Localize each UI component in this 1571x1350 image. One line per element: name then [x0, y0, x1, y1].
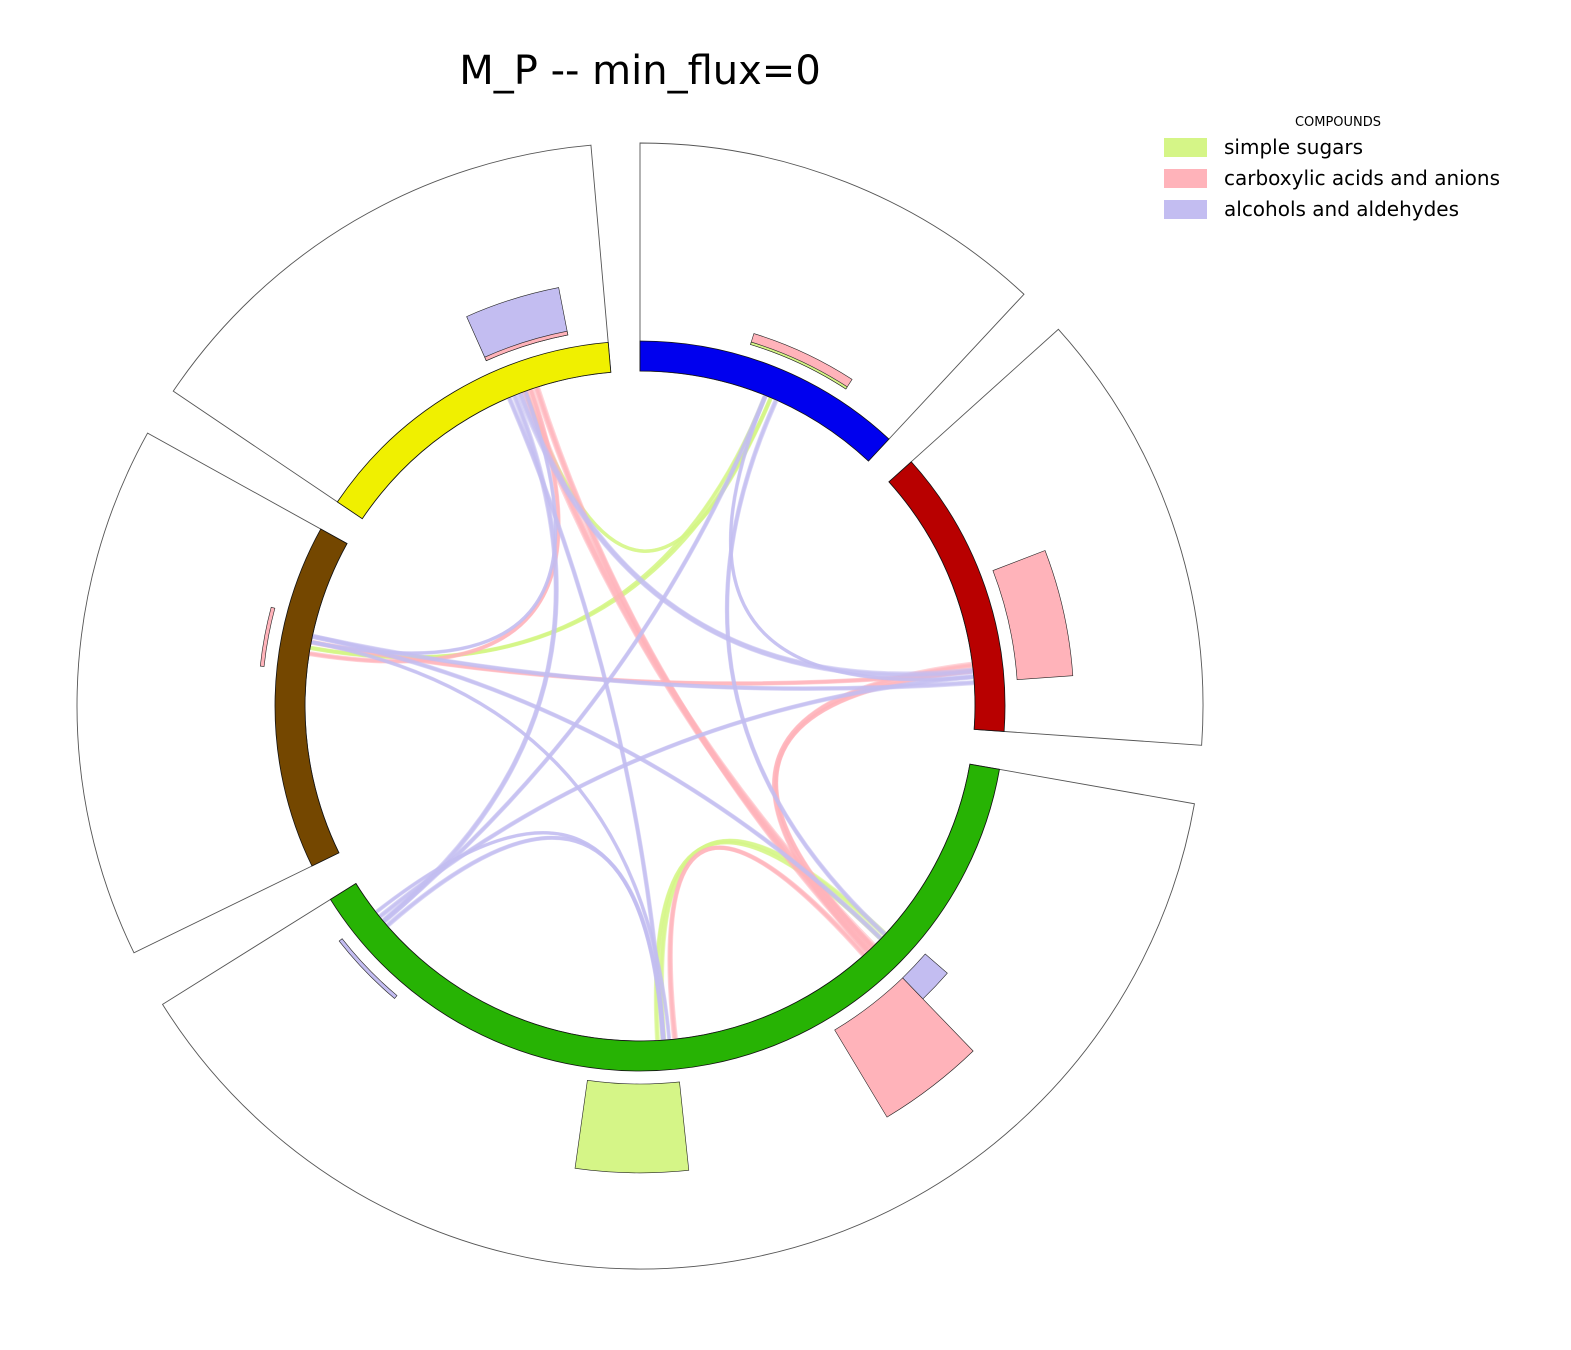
chords	[309, 386, 975, 1041]
legend-label-simple-sugars: simple sugars	[1224, 135, 1363, 159]
chord-alcohols-and-aldehydes-22-1	[375, 831, 665, 1040]
frame-sector-brown	[76, 432, 348, 954]
node-arc-blue	[639, 340, 890, 462]
legend-label-carboxylic-acids-and-anions: carboxylic acids and anions	[1224, 166, 1500, 190]
node-arc-brown	[274, 528, 348, 867]
legend: COMPOUNDS simple sugars carboxylic acids …	[1164, 115, 1500, 221]
compound-bar-green-carboxylic-acids-and-anions-4	[834, 977, 974, 1118]
chord-alcohols-and-aldehydes-21-1	[386, 836, 666, 1041]
legend-label-alcohols-and-aldehydes: alcohols and aldehydes	[1224, 197, 1459, 221]
chord-carboxylic-acids-and-anions-6-0	[533, 387, 869, 953]
chord-alcohols-and-aldehydes-22-0	[375, 831, 666, 1040]
legend-entries: simple sugars carboxylic acids and anions…	[1164, 135, 1500, 221]
chord-simple-sugars-4-0	[655, 840, 881, 1041]
chord-simple-sugars-4-1	[654, 840, 882, 1041]
compound-bar-green-alcohols-and-aldehydes-6	[338, 938, 398, 999]
outer-bars	[259, 287, 1074, 1174]
compound-bar-brown-carboxylic-acids-and-anions-7	[259, 606, 276, 667]
chord-simple-sugars-4-2	[653, 840, 882, 1041]
chord-carboxylic-acids-and-anions-6-2	[535, 386, 871, 952]
chart-title: M_P -- min_flux=0	[459, 48, 821, 94]
legend-swatch-carboxylic-acids-and-anions	[1164, 169, 1207, 188]
chord-alcohols-and-aldehydes-22-2	[376, 831, 665, 1040]
compound-bar-yellow-carboxylic-acids-and-anions-9	[484, 330, 569, 362]
legend-title: COMPOUNDS	[1295, 115, 1381, 130]
legend-swatch-alcohols-and-aldehydes	[1164, 200, 1207, 219]
compound-bar-green-simple-sugars-5	[574, 1079, 690, 1174]
chord-alcohols-and-aldehydes-24-2	[311, 391, 557, 655]
chord-alcohols-and-aldehydes-21-2	[387, 836, 665, 1041]
chord-alcohols-and-aldehydes-23-2	[729, 395, 974, 681]
chord-alcohols-and-aldehydes-20-2	[311, 640, 672, 1040]
node-arc-red	[888, 461, 1006, 732]
compound-bar-red-carboxylic-acids-and-anions-2	[992, 550, 1074, 680]
chord-alcohols-and-aldehydes-19-2	[312, 634, 882, 939]
chord-alcohols-and-aldehydes-21-0	[386, 835, 666, 1040]
chord-alcohols-and-aldehydes-12-2	[519, 392, 974, 677]
chord-alcohols-and-aldehydes-16-1	[725, 399, 886, 935]
legend-swatch-simple-sugars	[1164, 138, 1207, 157]
compound-bar-yellow-alcohols-and-aldehydes-8	[466, 287, 569, 362]
node-arc-green	[329, 763, 1000, 1072]
chord-carboxylic-acids-and-anions-10-2	[667, 845, 866, 1040]
node-arc-yellow	[336, 341, 612, 520]
chord-alcohols-and-aldehydes-20-1	[311, 640, 671, 1040]
compound-bar-blue-simple-sugars-1	[750, 341, 848, 390]
node-arcs	[274, 340, 1006, 1072]
